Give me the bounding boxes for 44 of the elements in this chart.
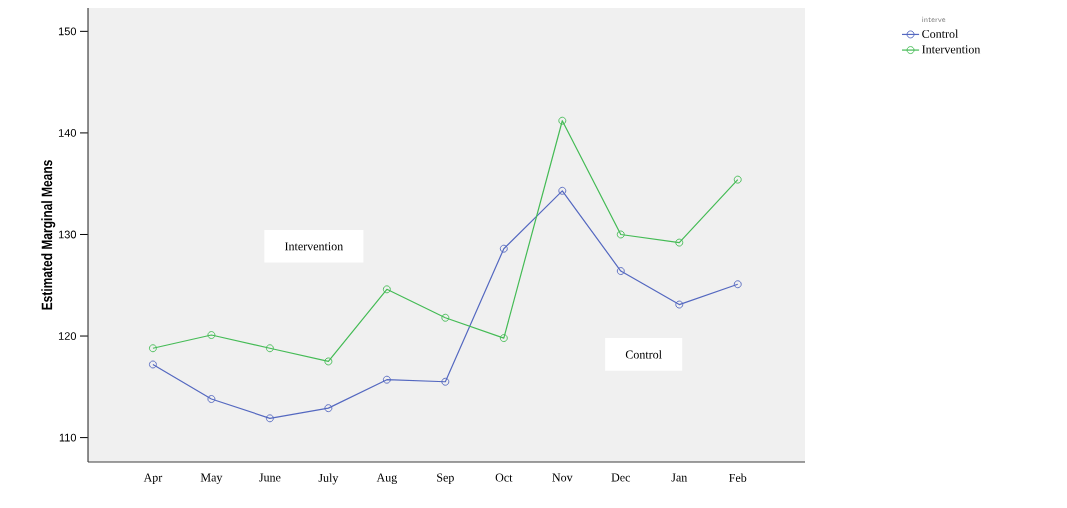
- point: [324, 357, 333, 366]
- point: [441, 313, 450, 322]
- point: [382, 285, 391, 294]
- point: [148, 344, 157, 353]
- x-tick-label: June: [259, 473, 281, 482]
- x-tick-label: Jan: [671, 473, 688, 482]
- point: [324, 404, 333, 413]
- x-tick-label: Apr: [143, 473, 163, 484]
- x-tick-label: Feb: [729, 473, 747, 482]
- point: [148, 360, 157, 369]
- y-axis-title: Estimated Marginal Means: [41, 160, 56, 310]
- point: [675, 300, 684, 309]
- point: [733, 175, 742, 184]
- x-tick-label: Oct: [495, 473, 513, 482]
- x-tick-label: July: [318, 473, 339, 485]
- x-tick-label: Nov: [552, 473, 573, 482]
- point: [733, 280, 742, 289]
- point: [207, 331, 216, 339]
- y-tick-label: 140: [58, 129, 77, 137]
- x-tick-label: Aug: [376, 473, 397, 485]
- y-tick-label: 110: [59, 433, 77, 442]
- legend-label: Control: [922, 29, 959, 38]
- annotation: Intervention: [284, 242, 344, 251]
- point: [265, 344, 274, 353]
- annotation: Control: [625, 350, 662, 359]
- x-tick-label: Dec: [611, 473, 631, 482]
- y-tick-label: 150: [58, 27, 77, 36]
- x-tick-label: Sep: [437, 473, 454, 485]
- y-tick-label: 130: [58, 230, 77, 239]
- point: [441, 377, 450, 386]
- x-tick-label: May: [200, 473, 223, 484]
- point: [207, 395, 216, 403]
- point: [382, 375, 391, 384]
- legend-title: interve: [922, 16, 946, 23]
- legend-label: Intervention: [922, 45, 981, 54]
- y-tick-label: 120: [58, 332, 77, 340]
- point: [499, 244, 508, 253]
- point: [265, 414, 274, 423]
- point: [558, 116, 567, 125]
- point: [616, 267, 625, 275]
- point: [499, 334, 508, 343]
- point: [558, 186, 567, 195]
- point: [616, 230, 625, 239]
- point: [675, 238, 684, 247]
